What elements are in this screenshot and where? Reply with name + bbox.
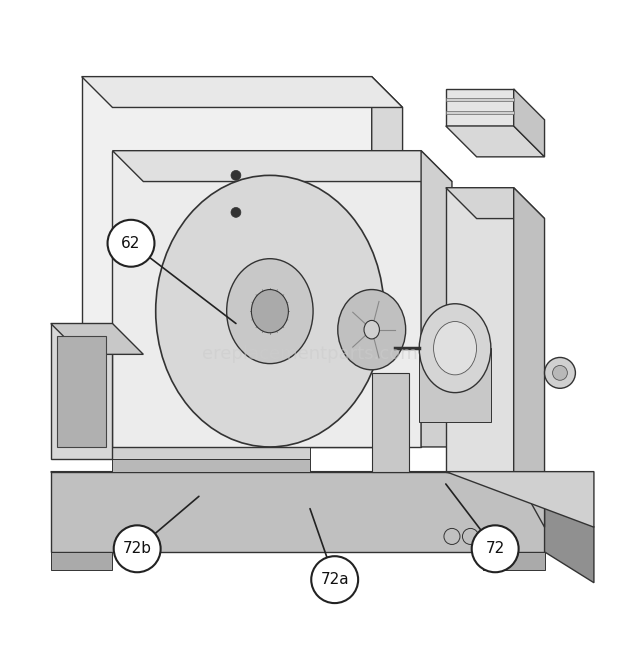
Polygon shape xyxy=(51,324,143,355)
Polygon shape xyxy=(544,472,594,583)
Ellipse shape xyxy=(156,175,384,447)
Ellipse shape xyxy=(419,303,491,393)
Polygon shape xyxy=(372,373,409,472)
Polygon shape xyxy=(421,151,452,447)
Polygon shape xyxy=(82,76,372,447)
Polygon shape xyxy=(112,422,310,435)
Text: 72b: 72b xyxy=(123,542,152,556)
Text: 62: 62 xyxy=(122,236,141,251)
Polygon shape xyxy=(446,188,544,219)
Polygon shape xyxy=(446,89,514,126)
Text: ereplacementparts.com: ereplacementparts.com xyxy=(202,345,418,364)
Polygon shape xyxy=(51,472,544,552)
Polygon shape xyxy=(112,151,452,182)
Polygon shape xyxy=(419,348,491,422)
Circle shape xyxy=(113,525,161,572)
Polygon shape xyxy=(446,111,514,114)
Polygon shape xyxy=(51,472,594,527)
Circle shape xyxy=(231,208,241,217)
Polygon shape xyxy=(446,188,514,472)
Polygon shape xyxy=(51,552,112,571)
Circle shape xyxy=(231,170,241,181)
Circle shape xyxy=(444,529,460,545)
Polygon shape xyxy=(372,76,402,447)
Ellipse shape xyxy=(251,290,288,333)
Polygon shape xyxy=(446,98,514,102)
Ellipse shape xyxy=(433,322,477,375)
Polygon shape xyxy=(82,76,402,107)
Circle shape xyxy=(311,556,358,603)
Circle shape xyxy=(544,357,575,388)
Polygon shape xyxy=(57,336,106,447)
Ellipse shape xyxy=(338,290,405,370)
Polygon shape xyxy=(446,126,544,157)
Circle shape xyxy=(463,529,479,545)
Polygon shape xyxy=(51,324,112,459)
Polygon shape xyxy=(112,447,310,459)
Polygon shape xyxy=(112,459,310,472)
Circle shape xyxy=(472,525,518,572)
Polygon shape xyxy=(446,472,594,527)
Polygon shape xyxy=(112,151,421,447)
Polygon shape xyxy=(514,188,544,527)
Text: 72a: 72a xyxy=(321,572,349,587)
Polygon shape xyxy=(483,552,544,571)
Ellipse shape xyxy=(364,320,379,339)
Polygon shape xyxy=(514,89,544,157)
Circle shape xyxy=(107,220,154,267)
Text: 72: 72 xyxy=(485,542,505,556)
Polygon shape xyxy=(112,435,310,447)
Ellipse shape xyxy=(227,259,313,364)
Circle shape xyxy=(552,366,567,380)
